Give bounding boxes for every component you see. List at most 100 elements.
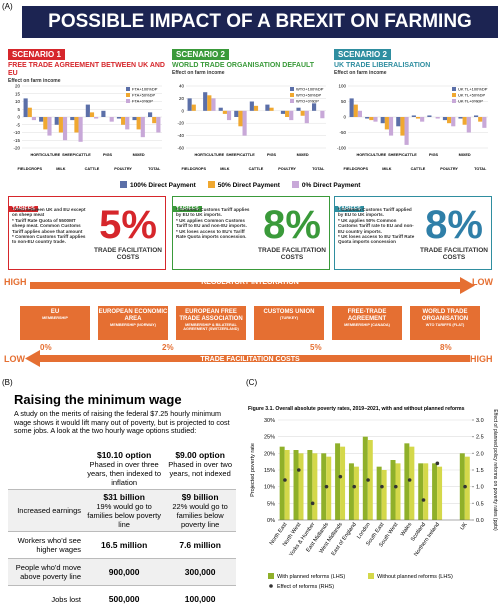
- bar: [250, 102, 254, 111]
- y-tick-label: 10: [15, 99, 21, 104]
- cell-main: 500,000: [87, 594, 161, 604]
- cost-label: TRADE FACILITATION COSTS: [257, 247, 327, 261]
- scenario-subtitle: Effect on farm income: [334, 70, 492, 76]
- tariff-item: * Zero between UK and EU except on sheep…: [12, 207, 90, 218]
- x-tick-label: POULTRY: [114, 167, 132, 171]
- y-tick-label: 0%: [267, 518, 275, 524]
- bar: [294, 450, 299, 520]
- scenario-name: WORLD TRADE ORGANISATION DEFAULT: [172, 62, 330, 70]
- bar: [90, 112, 94, 117]
- bar: [458, 117, 462, 119]
- dot: [463, 485, 467, 489]
- x-tick-label: MIXED: [133, 153, 145, 157]
- dot: [380, 485, 384, 489]
- bar: [350, 98, 354, 117]
- bar: [365, 117, 369, 119]
- legend-swatch: [208, 181, 215, 188]
- option-name: CUSTOMS UNION: [254, 309, 324, 316]
- x-tick-label: PIGS: [267, 153, 277, 157]
- tariff-item: * UK applies 50% Common Customs Tariff r…: [338, 218, 416, 234]
- tariff-item: * Common Customs Tariff applies by EU to…: [176, 207, 254, 218]
- bar: [39, 117, 43, 122]
- scenario-name: FREE TRADE AGREEMENT BETWEEN UK AND EU: [8, 62, 166, 78]
- y-tick-label: 25%: [264, 435, 275, 441]
- y-tick-label: -50: [339, 130, 346, 135]
- bar: [396, 463, 401, 520]
- dot: [283, 478, 287, 482]
- x-tick-label: TOTAL: [474, 167, 487, 171]
- bar: [423, 463, 428, 520]
- bar: [43, 117, 47, 129]
- bar: [227, 111, 231, 120]
- x-tick-label: SHEEP/CATTLE: [62, 153, 91, 157]
- scenario-label: SCENARIO 2: [172, 49, 229, 60]
- bar: [312, 103, 316, 110]
- option-name: FREE-TRADE AGREEMENT: [332, 309, 402, 323]
- cost-title: TRADE FACILITATION COSTS: [0, 356, 500, 363]
- legend-entry: 100% Direct Payment: [120, 182, 196, 189]
- scenario-chart: -60-40-2002040FIELDCROPSHORTICULTUREMILK…: [172, 80, 330, 178]
- reg-low: LOW: [472, 277, 493, 287]
- legend-label: UK TL+100%DP: [458, 87, 488, 92]
- bar: [243, 111, 247, 136]
- bar: [188, 98, 192, 110]
- legend-label: UK TL+0%DP: [458, 99, 483, 104]
- tariff-item: * Common Customs Tariff applies to non-E…: [12, 234, 90, 245]
- column-note: Phased in over two years, not indexed: [167, 460, 233, 478]
- legend-label: FTA+100%DP: [132, 87, 158, 92]
- cell: 16.5 million: [84, 532, 164, 559]
- legend-swatch: [126, 99, 130, 103]
- bar: [305, 111, 309, 123]
- x-tick-label: FIELDCROPS: [18, 167, 43, 171]
- legend-entry: 50% Direct Payment: [208, 182, 280, 189]
- panel-label: (C): [246, 378, 257, 387]
- bar: [141, 117, 145, 137]
- bar: [418, 463, 423, 520]
- row-label: People who'd move above poverty line: [8, 559, 84, 586]
- panel-label: (B): [2, 378, 13, 387]
- y-tick-label: 20: [179, 96, 185, 101]
- cell-main: 300,000: [167, 567, 233, 577]
- bar: [132, 117, 136, 120]
- bar: [400, 117, 404, 136]
- x-tick-label: HORTICULTURE: [356, 153, 386, 157]
- y2-axis-label: Effect of planned policy reforms on pove…: [492, 409, 498, 531]
- bar: [416, 117, 420, 119]
- option-name: EUROPEAN ECONOMIC AREA: [98, 309, 168, 323]
- legend-swatch: [452, 99, 456, 103]
- legend-label: WTO+50%DP: [296, 93, 321, 98]
- tariff-list: * Common Customs Tariff applied by EU to…: [338, 207, 416, 245]
- bar: [280, 447, 285, 520]
- dot: [408, 478, 412, 482]
- bar: [254, 106, 258, 111]
- bar: [474, 115, 478, 117]
- scenario-chart: -20-15-10-505101520FIELDCROPSHORTICULTUR…: [8, 80, 166, 178]
- tariff-box: TARIFFS* Common Customs Tariff applies b…: [172, 196, 330, 270]
- bar: [451, 117, 455, 126]
- scenario-subtitle: Effect on farm income: [172, 70, 330, 76]
- bar: [121, 117, 125, 125]
- bar: [79, 117, 83, 142]
- bar: [389, 117, 393, 136]
- bar: [289, 111, 293, 120]
- legend-swatch: [290, 99, 294, 103]
- y-tick-label: 50: [341, 99, 347, 104]
- cost-label: TRADE FACILITATION COSTS: [419, 247, 489, 261]
- option-sub: MEMBERSHIP (CANADA): [332, 323, 402, 327]
- y2-tick-label: 2.0: [476, 451, 484, 457]
- cost-value: 8%: [257, 205, 327, 245]
- bar: [156, 117, 160, 133]
- bar: [369, 117, 373, 120]
- x-tick-label: MILK: [382, 167, 392, 171]
- y-tick-label: 0: [343, 115, 346, 120]
- chart-c: Figure 3.1. Overall absolute poverty rat…: [244, 390, 500, 597]
- cell: 900,000: [84, 559, 164, 586]
- bar: [463, 117, 467, 125]
- cell: 100,000: [164, 586, 236, 612]
